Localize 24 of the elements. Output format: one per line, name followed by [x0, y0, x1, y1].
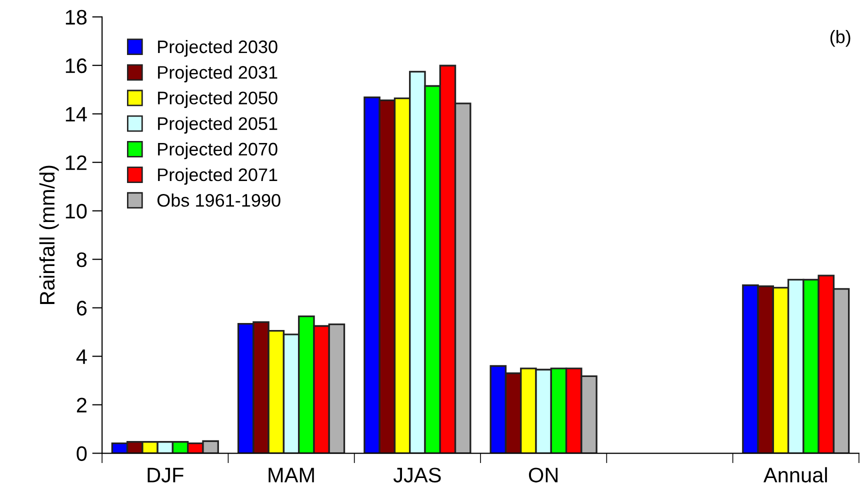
y-tick-label: 8 — [76, 252, 87, 268]
legend-label: Projected 2071 — [158, 168, 278, 185]
legend-label: Obs 1961-1990 — [157, 194, 280, 207]
y-tick-label: 2 — [76, 398, 86, 412]
x-tick-label: DJF — [148, 468, 184, 482]
y-tick-label: 6 — [76, 300, 87, 316]
x-tick-label: ON — [528, 468, 558, 482]
x-tick-label: JJAS — [393, 468, 441, 482]
legend-label: Projected 2030 — [158, 40, 278, 57]
x-tick-label: MAM — [268, 468, 314, 482]
y-tick-label: 18 — [66, 10, 87, 25]
y-tick-label: 16 — [66, 58, 87, 74]
y-tick-label: 14 — [66, 107, 87, 122]
legend-label: Projected 2070 — [158, 142, 278, 160]
legend-label: Projected 2050 — [158, 91, 278, 108]
legend-label: Projected 2051 — [158, 116, 278, 134]
y-tick-label: 10 — [66, 204, 87, 219]
annotation: (b) — [830, 30, 850, 47]
x-tick-label: Annual — [763, 467, 827, 482]
y-tick-label: 4 — [76, 350, 87, 364]
y-axis-title: Rainfall (mm/d) — [39, 166, 59, 304]
y-tick-label: 12 — [66, 155, 86, 170]
legend-label: Projected 2031 — [158, 66, 278, 82]
y-tick-label: 0 — [76, 446, 87, 462]
